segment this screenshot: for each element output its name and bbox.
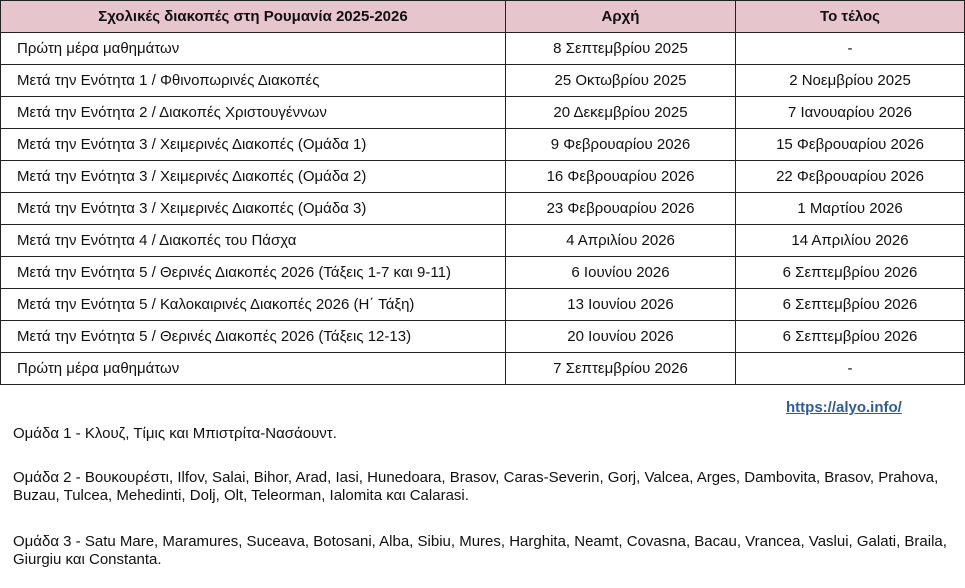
cell-period: Μετά την Ενότητα 5 / Θερινές Διακοπές 20… bbox=[0, 320, 506, 353]
cell-period: Πρώτη μέρα μαθημάτων bbox=[0, 32, 506, 65]
cell-period: Μετά την Ενότητα 3 / Χειμερινές Διακοπές… bbox=[0, 192, 506, 225]
note-group-1: Ομάδα 1 - Κλουζ, Τίμις και Μπιστρίτα-Νασ… bbox=[13, 425, 337, 442]
cell-start: 23 Φεβρουαρίου 2026 bbox=[505, 192, 736, 225]
header-start: Αρχή bbox=[505, 0, 736, 33]
table-row: Μετά την Ενότητα 3 / Χειμερινές Διακοπές… bbox=[0, 128, 965, 161]
table-row: Πρώτη μέρα μαθημάτων 8 Σεπτεμβρίου 2025- bbox=[0, 32, 965, 65]
cell-period: Μετά την Ενότητα 2 / Διακοπές Χριστουγέν… bbox=[0, 96, 506, 129]
table-row: Μετά την Ενότητα 3 / Χειμερινές Διακοπές… bbox=[0, 160, 965, 193]
table-row: Πρώτη μέρα μαθημάτων 7 Σεπτεμβρίου 2026- bbox=[0, 352, 965, 385]
cell-end: 6 Σεπτεμβρίου 2026 bbox=[735, 320, 965, 353]
cell-end: 22 Φεβρουαρίου 2026 bbox=[735, 160, 965, 193]
cell-end: - bbox=[735, 352, 965, 385]
table-row: Μετά την Ενότητα 2 / Διακοπές Χριστουγέν… bbox=[0, 96, 965, 129]
cell-period: Μετά την Ενότητα 4 / Διακοπές του Πάσχα bbox=[0, 224, 506, 257]
cell-start: 20 Ιουνίου 2026 bbox=[505, 320, 736, 353]
header-period: Σχολικές διακοπές στη Ρουμανία 2025-2026 bbox=[0, 0, 506, 33]
cell-end: 6 Σεπτεμβρίου 2026 bbox=[735, 288, 965, 321]
cell-end: 14 Απριλίου 2026 bbox=[735, 224, 965, 257]
cell-start: 20 Δεκεμβρίου 2025 bbox=[505, 96, 736, 129]
table-row: Μετά την Ενότητα 5 / Καλοκαιρινές Διακοπ… bbox=[0, 288, 965, 321]
cell-start: 25 Οκτωβρίου 2025 bbox=[505, 64, 736, 97]
cell-start: 8 Σεπτεμβρίου 2025 bbox=[505, 32, 736, 65]
cell-period: Μετά την Ενότητα 5 / Θερινές Διακοπές 20… bbox=[0, 256, 506, 289]
cell-start: 6 Ιουνίου 2026 bbox=[505, 256, 736, 289]
table-row: Μετά την Ενότητα 1 / Φθινοπωρινές Διακοπ… bbox=[0, 64, 965, 97]
source-link[interactable]: https://alyo.info/ bbox=[786, 399, 902, 416]
cell-period: Μετά την Ενότητα 3 / Χειμερινές Διακοπές… bbox=[0, 128, 506, 161]
note-group-2: Ομάδα 2 - Βουκουρέστι, Ilfov, Salai, Bih… bbox=[13, 469, 939, 504]
table-header-row: Σχολικές διακοπές στη Ρουμανία 2025-2026… bbox=[0, 0, 965, 33]
cell-start: 9 Φεβρουαρίου 2026 bbox=[505, 128, 736, 161]
table-row: Μετά την Ενότητα 4 / Διακοπές του Πάσχα 4… bbox=[0, 224, 965, 257]
cell-end: 15 Φεβρουαρίου 2026 bbox=[735, 128, 965, 161]
table-row: Μετά την Ενότητα 3 / Χειμερινές Διακοπές… bbox=[0, 192, 965, 225]
cell-start: 16 Φεβρουαρίου 2026 bbox=[505, 160, 736, 193]
cell-period: Μετά την Ενότητα 5 / Καλοκαιρινές Διακοπ… bbox=[0, 288, 506, 321]
note-group-3: Ομάδα 3 - Satu Mare, Maramures, Suceava,… bbox=[13, 533, 947, 568]
cell-period: Πρώτη μέρα μαθημάτων bbox=[0, 352, 506, 385]
cell-period: Μετά την Ενότητα 1 / Φθινοπωρινές Διακοπ… bbox=[0, 64, 506, 97]
table-row: Μετά την Ενότητα 5 / Θερινές Διακοπές 20… bbox=[0, 256, 965, 289]
cell-end: - bbox=[735, 32, 965, 65]
cell-end: 1 Μαρτίου 2026 bbox=[735, 192, 965, 225]
cell-end: 6 Σεπτεμβρίου 2026 bbox=[735, 256, 965, 289]
cell-start: 4 Απριλίου 2026 bbox=[505, 224, 736, 257]
cell-period: Μετά την Ενότητα 3 / Χειμερινές Διακοπές… bbox=[0, 160, 506, 193]
cell-end: 2 Νοεμβρίου 2025 bbox=[735, 64, 965, 97]
holidays-table: Σχολικές διακοπές στη Ρουμανία 2025-2026… bbox=[0, 0, 965, 385]
table-row: Μετά την Ενότητα 5 / Θερινές Διακοπές 20… bbox=[0, 320, 965, 353]
cell-start: 13 Ιουνίου 2026 bbox=[505, 288, 736, 321]
cell-end: 7 Ιανουαρίου 2026 bbox=[735, 96, 965, 129]
cell-start: 7 Σεπτεμβρίου 2026 bbox=[505, 352, 736, 385]
header-end: Το τέλος bbox=[735, 0, 965, 33]
